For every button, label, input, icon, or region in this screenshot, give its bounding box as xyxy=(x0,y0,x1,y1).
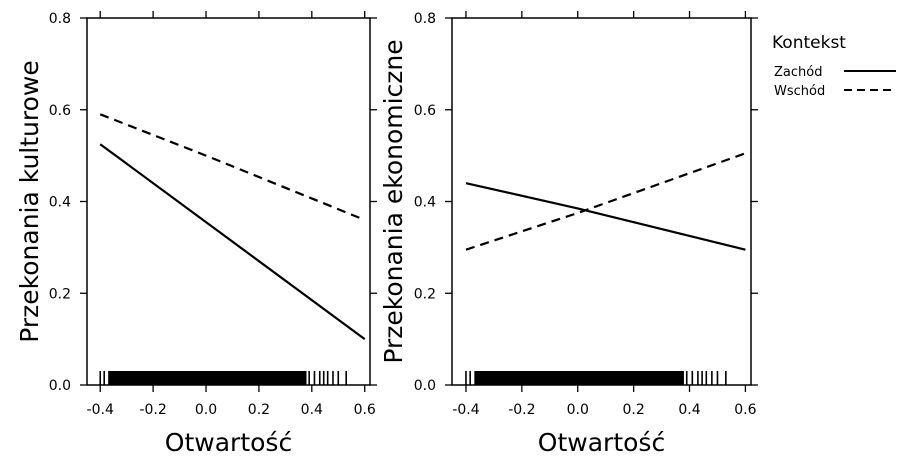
y-tick-label: 0.2 xyxy=(414,286,436,302)
series-line-zachod xyxy=(465,182,746,251)
x-tick-labels: -0.4 -0.2 0.0 0.2 0.4 0.6 xyxy=(452,402,756,418)
y-tick-label: 0.6 xyxy=(49,103,71,119)
x-axis-title: Otwartość xyxy=(538,428,665,457)
x-tick-label: -0.2 xyxy=(139,402,166,418)
x-tick-label: 0.4 xyxy=(301,402,323,418)
y-tick-label: 0.2 xyxy=(49,286,71,302)
y-tick-labels: 0.0 0.2 0.4 0.6 0.8 xyxy=(49,11,71,394)
x-tick-label: -0.2 xyxy=(508,402,535,418)
y-tick-label: 0.4 xyxy=(49,195,71,211)
series-line-wschod xyxy=(99,113,366,221)
panel-cultural-beliefs: -0.4 -0.2 0.0 0.2 0.4 0.6 0.0 0.2 0.4 0.6 0.8 Otw… xyxy=(15,11,377,457)
axis-ticks xyxy=(80,11,377,392)
legend-label-wschod: Wschód xyxy=(774,84,825,99)
plot-frame xyxy=(86,17,371,386)
axis-ticks xyxy=(445,11,758,392)
y-tick-label: 0.0 xyxy=(49,378,71,394)
x-tick-label: 0.6 xyxy=(734,402,756,418)
plot-frame xyxy=(451,17,752,386)
series-line-zachod xyxy=(99,143,366,340)
legend: Kontekst Zachód Wschód xyxy=(772,33,896,99)
y-axis-title: Przekonania ekonomiczne xyxy=(379,39,408,363)
y-tick-label: 0.8 xyxy=(414,11,436,27)
x-tick-label: 0.4 xyxy=(678,402,700,418)
x-tick-label: 0.2 xyxy=(623,402,645,418)
legend-label-zachod: Zachód xyxy=(774,65,822,80)
rug-plot xyxy=(465,371,727,385)
series-lines xyxy=(99,113,366,340)
series-lines xyxy=(465,152,746,251)
y-tick-label: 0.6 xyxy=(414,103,436,119)
series-line-wschod xyxy=(465,152,746,251)
x-tick-label: 0.0 xyxy=(195,402,217,418)
panel-economic-beliefs: -0.4 -0.2 0.0 0.2 0.4 0.6 0.0 0.2 0.4 0.6 0.8 Otw… xyxy=(379,11,758,457)
x-tick-label: -0.4 xyxy=(87,402,114,418)
rug-plot xyxy=(99,371,347,385)
x-tick-label: 0.2 xyxy=(248,402,270,418)
y-tick-label: 0.0 xyxy=(414,378,436,394)
y-tick-label: 0.4 xyxy=(414,195,436,211)
x-tick-label: -0.4 xyxy=(452,402,479,418)
x-tick-label: 0.6 xyxy=(354,402,376,418)
rug-dense xyxy=(474,371,684,385)
legend-title: Kontekst xyxy=(772,33,846,53)
y-axis-title: Przekonania kulturowe xyxy=(15,60,44,343)
x-tick-label: 0.0 xyxy=(567,402,589,418)
rug-dense xyxy=(108,371,307,385)
x-tick-labels: -0.4 -0.2 0.0 0.2 0.4 0.6 xyxy=(87,402,376,418)
x-axis-title: Otwartość xyxy=(165,428,292,457)
y-tick-label: 0.8 xyxy=(49,11,71,27)
y-tick-labels: 0.0 0.2 0.4 0.6 0.8 xyxy=(414,11,436,394)
